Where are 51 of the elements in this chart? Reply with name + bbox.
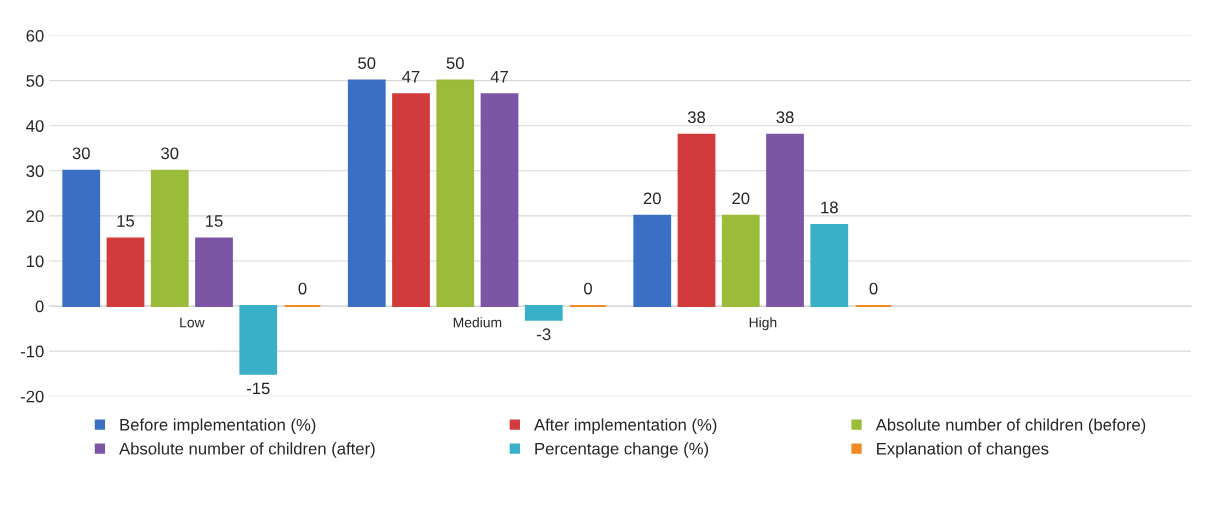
data-label: 15 (117, 215, 135, 227)
data-label: 50 (358, 57, 376, 70)
y-tick-label: -10 (20, 345, 44, 358)
data-label: 0 (869, 282, 878, 295)
y-tick-label: 10 (26, 255, 44, 268)
data-label: 20 (643, 192, 661, 205)
data-label: 38 (687, 111, 706, 124)
data-label: -3 (537, 328, 551, 341)
y-tick-label: 20 (26, 210, 44, 223)
data-label: 20 (732, 192, 750, 205)
data-label: 50 (446, 57, 464, 70)
legend-label: Absolute number of children (before) (875, 418, 1146, 434)
legend-label: After implementation (%) (534, 418, 717, 434)
data-label: 30 (72, 147, 90, 160)
bar (239, 305, 278, 375)
y-tick-label: 50 (26, 75, 44, 87)
bar (150, 169, 189, 308)
data-label: 15 (206, 215, 223, 227)
y-tick-label: 40 (26, 120, 44, 132)
data-label: 38 (776, 111, 794, 124)
bar (633, 214, 672, 308)
data-label: 0 (298, 282, 307, 295)
y-tick-label: 0 (35, 300, 44, 313)
data-label: 30 (161, 147, 179, 160)
legend-label: Before implementation (%) (120, 418, 316, 434)
bar (195, 237, 233, 308)
bar (721, 214, 760, 308)
data-label: 47 (490, 70, 508, 83)
y-tick-label: 60 (26, 29, 44, 42)
x-tick-label: Low (180, 317, 205, 328)
bar (810, 223, 849, 308)
bar (677, 133, 716, 308)
bar (347, 79, 386, 308)
bar (436, 79, 475, 308)
legend-label: Explanation of changes (877, 442, 1049, 458)
y-tick-label: 30 (26, 165, 44, 178)
bar (480, 93, 519, 308)
bar (392, 93, 430, 308)
data-label: 0 (584, 282, 592, 295)
x-tick-label: High (749, 317, 777, 331)
data-label: 47 (402, 70, 420, 83)
bar (524, 305, 563, 321)
y-tick-label: -20 (20, 390, 44, 403)
legend-label: Absolute number of children (after) (119, 442, 375, 458)
bar (62, 169, 101, 308)
data-label: -15 (246, 382, 270, 395)
x-tick-label: Medium (453, 317, 502, 328)
bar (766, 133, 804, 308)
legend-label: Percentage change (%) (535, 442, 709, 458)
data-label: 18 (821, 201, 838, 214)
bar (106, 237, 145, 308)
